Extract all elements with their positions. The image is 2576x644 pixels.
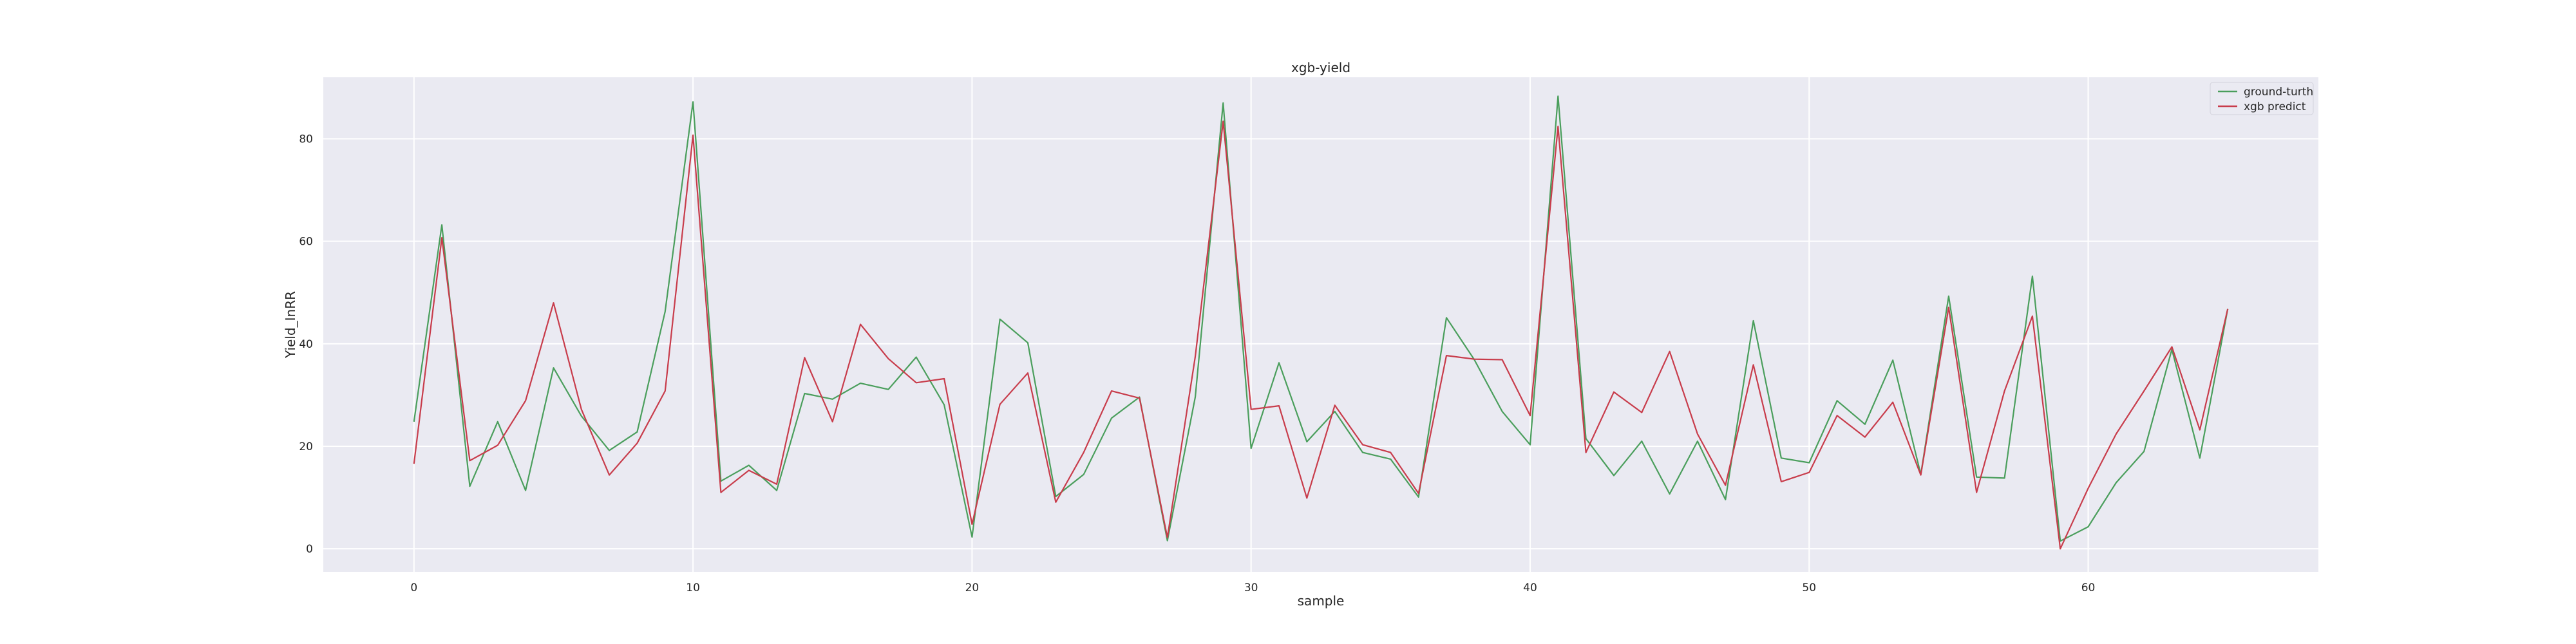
x-tick-label: 0 xyxy=(410,582,417,594)
y-tick-label: 20 xyxy=(299,440,313,453)
x-tick-label: 10 xyxy=(686,582,700,594)
x-tick-label: 50 xyxy=(1802,582,1816,594)
x-tick-label: 20 xyxy=(965,582,980,594)
series-layer xyxy=(413,95,2229,550)
legend-label-ground-turth: ground-turth xyxy=(2244,86,2313,99)
y-tick-label: 60 xyxy=(299,236,313,249)
y-tick-labels: 0 20 40 60 80 xyxy=(299,133,313,556)
series-line-xgb-predict xyxy=(413,120,2229,550)
plot-background xyxy=(323,77,2318,572)
y-tick-label: 80 xyxy=(299,133,313,146)
x-tick-label: 40 xyxy=(1523,582,1537,594)
y-tick-label: 40 xyxy=(299,338,313,351)
y-axis-label: Yield_InRR xyxy=(283,291,298,359)
x-tick-labels: 0 10 20 30 40 50 60 xyxy=(410,582,2095,594)
x-tick-label: 60 xyxy=(2081,582,2096,594)
legend-label-xgb-predict: xgb predict xyxy=(2244,100,2306,113)
chart-title: xgb-yield xyxy=(1291,60,1350,75)
y-tick-label: 0 xyxy=(306,543,313,556)
x-tick-label: 30 xyxy=(1244,582,1258,594)
legend: ground-turth xgb predict xyxy=(2210,82,2314,115)
grid xyxy=(323,77,2318,572)
x-axis-label: sample xyxy=(1298,593,1345,609)
